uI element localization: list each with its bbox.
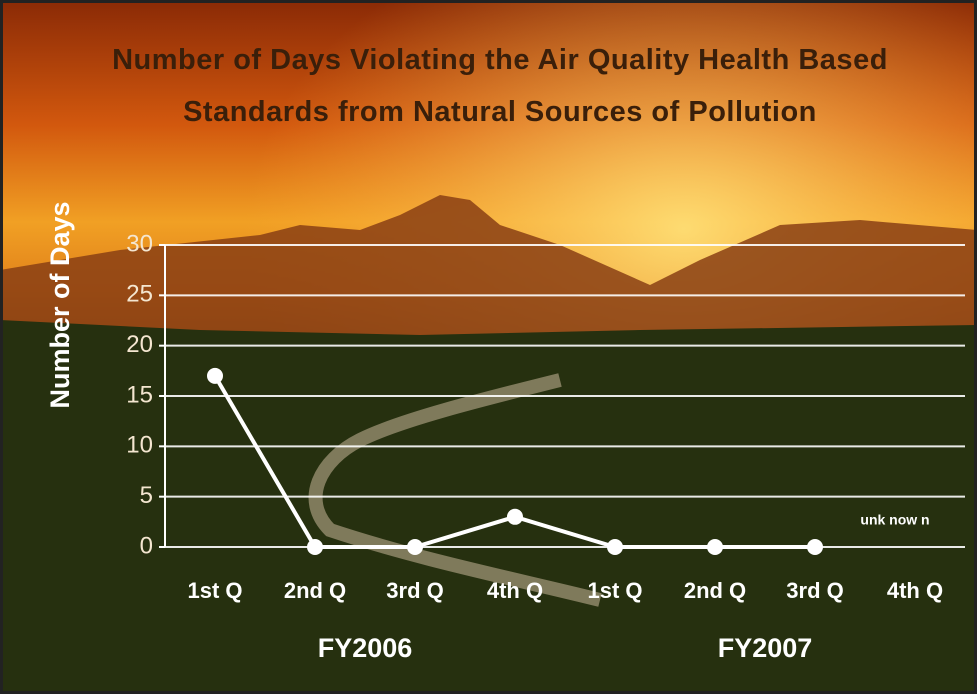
data-point [607,539,623,555]
y-tick-label: 20 [126,331,153,358]
y-tick-label: 5 [140,482,153,509]
x-tick-label: 3rd Q [786,578,843,603]
data-point [707,539,723,555]
y-tick-label: 10 [126,432,153,459]
y-tick-label: 25 [126,281,153,308]
y-axis-label: Number of Days [45,201,75,408]
group-label: FY2006 [318,633,413,663]
x-tick-label: 1st Q [587,578,642,603]
data-point [307,539,323,555]
data-point [207,367,223,384]
y-tick-label: 0 [140,532,153,559]
data-point [807,539,823,555]
forest [0,320,977,694]
x-tick-label: 3rd Q [386,578,443,603]
data-point [407,539,423,555]
annotation: unk now n [860,512,929,528]
river [308,373,602,607]
y-tick-label: 15 [126,381,153,408]
y-tick-label: 30 [126,230,153,257]
chart-title: Number of Days Violating the Air Quality… [112,44,888,128]
x-tick-label: 1st Q [187,578,242,603]
data-point [507,508,523,525]
x-tick-label: 2nd Q [684,578,746,603]
x-tick-label: 2nd Q [284,578,346,603]
group-label: FY2007 [718,633,813,663]
mountains [0,195,977,340]
x-tick-label: 4th Q [887,578,943,603]
x-tick-label: 4th Q [487,578,543,603]
